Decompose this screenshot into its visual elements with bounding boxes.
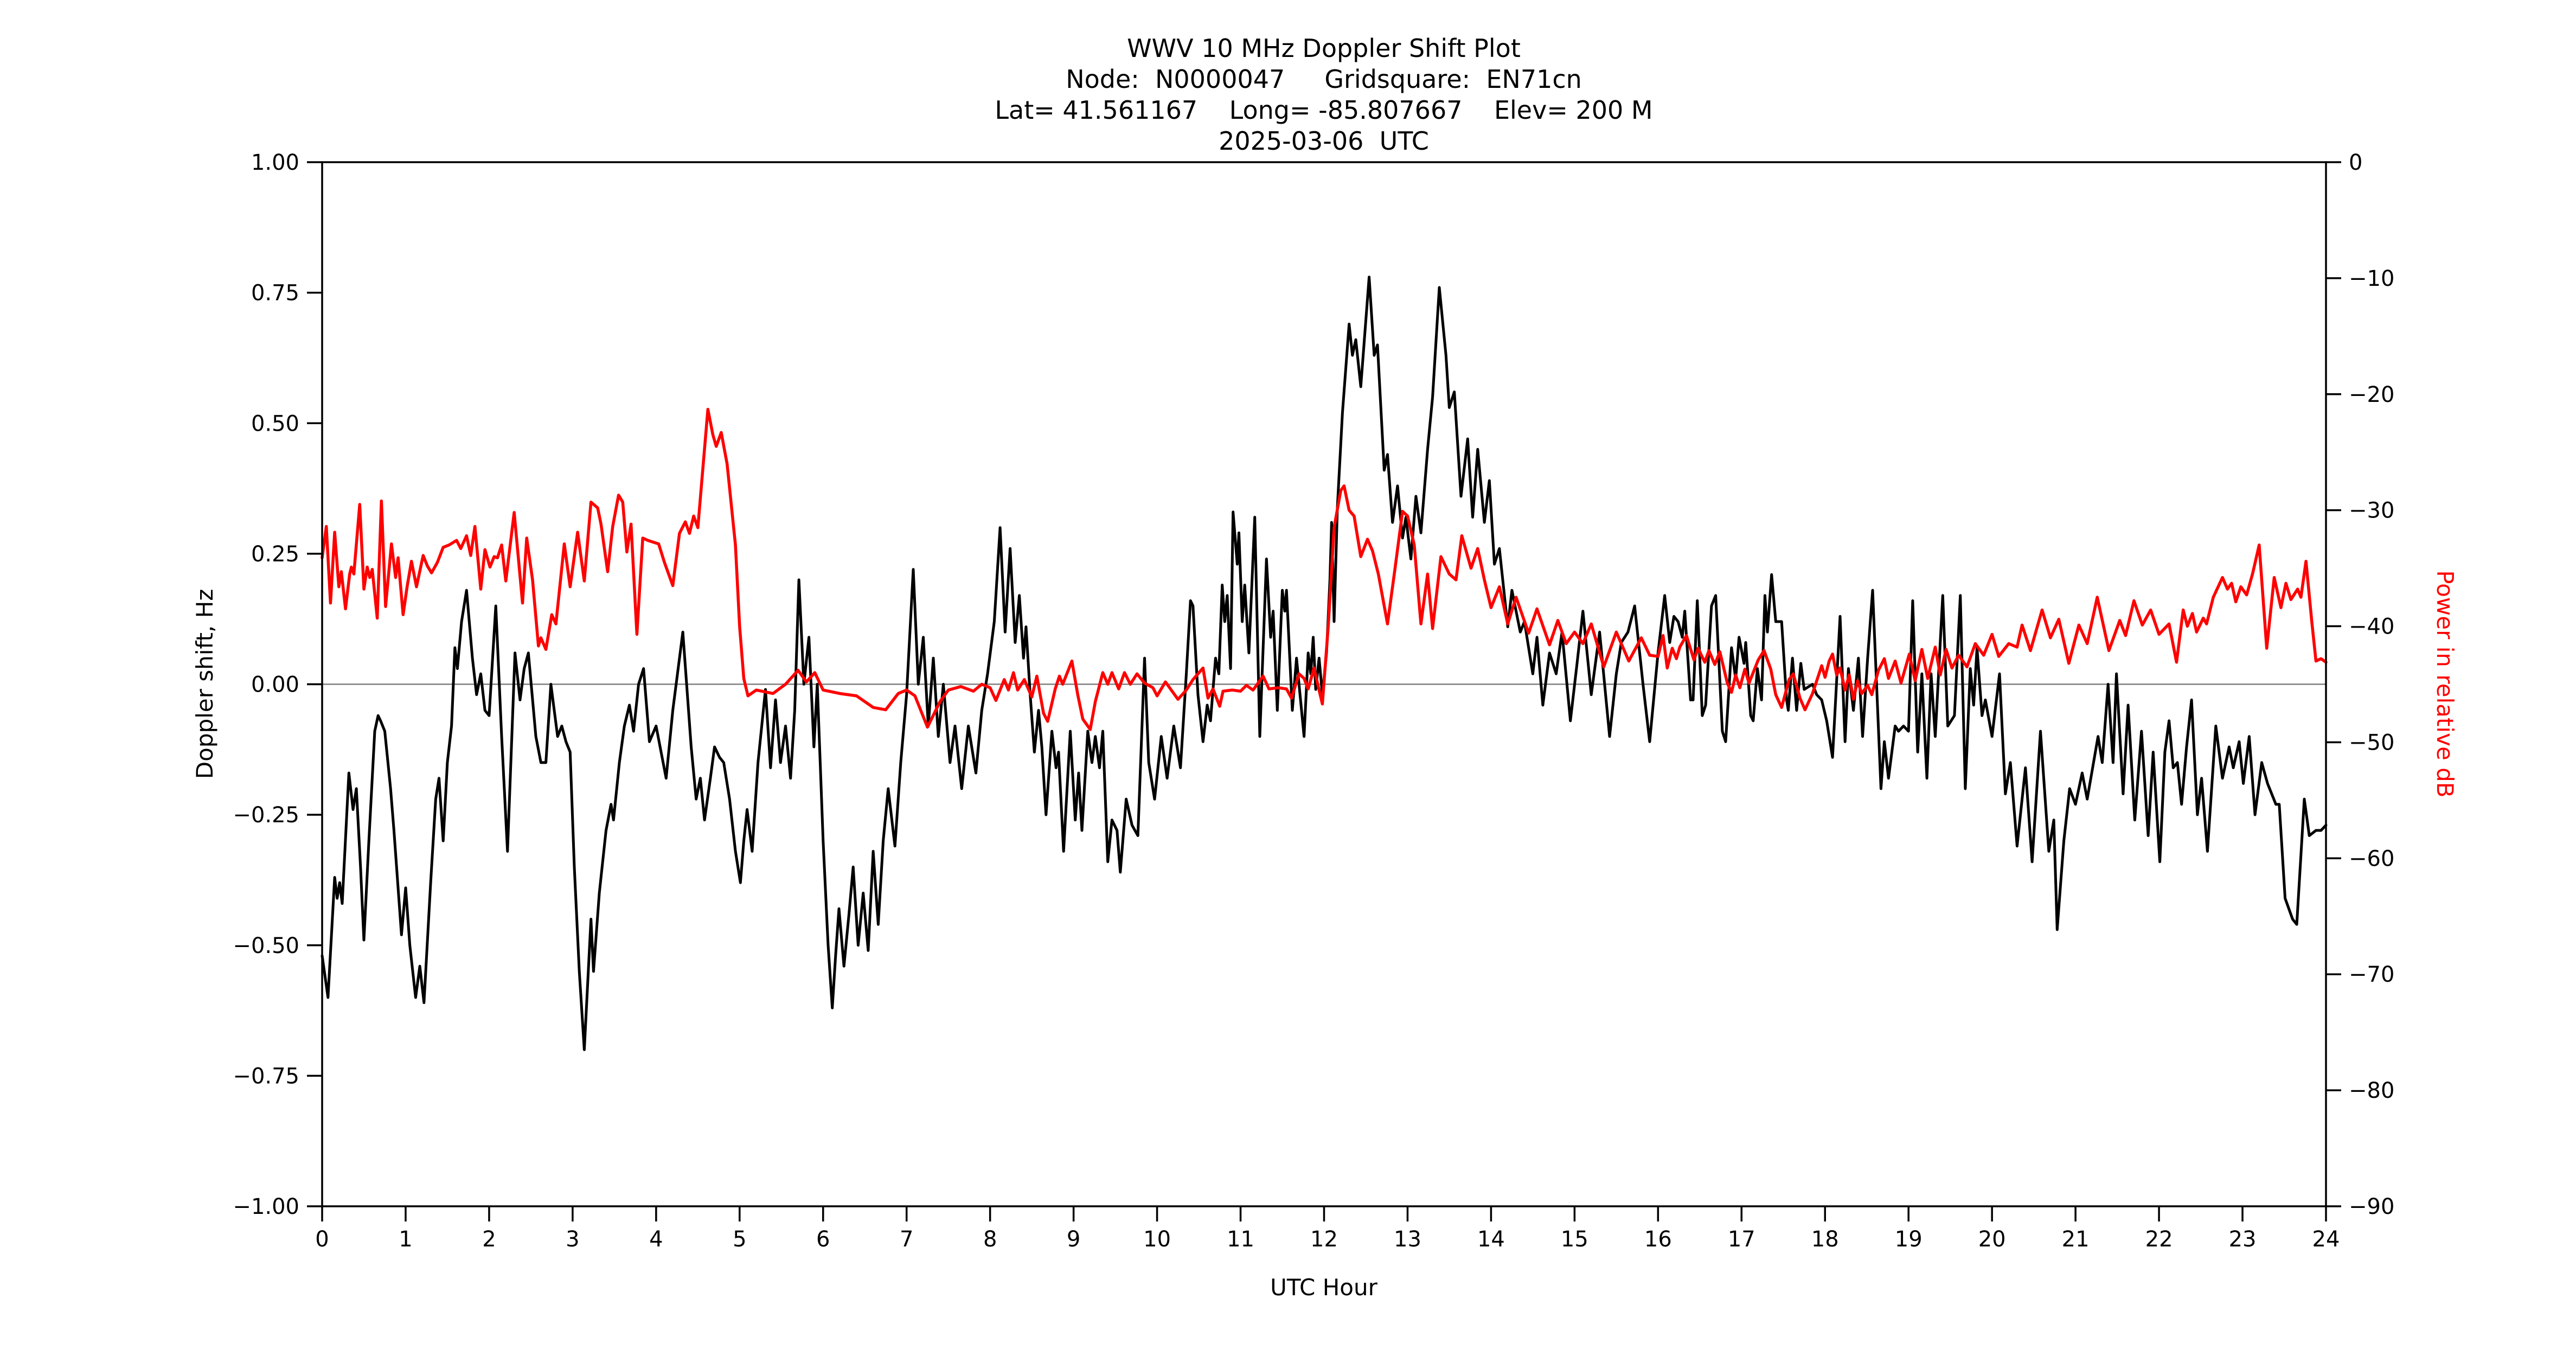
x-tick-label: 16 — [1644, 1227, 1672, 1252]
left-tick-label: 1.00 — [251, 150, 299, 175]
x-tick-label: 21 — [2062, 1227, 2090, 1252]
right-axis-label: Power in relative dB — [2432, 570, 2458, 797]
chart-subtitle-date: 2025-03-06 UTC — [1219, 126, 1429, 156]
left-axis-label: Doppler shift, Hz — [191, 589, 218, 779]
chart-subtitle-location: Lat= 41.561167 Long= -85.807667 Elev= 20… — [995, 95, 1652, 125]
x-tick-label: 14 — [1477, 1227, 1505, 1252]
x-tick-label: 22 — [2145, 1227, 2173, 1252]
x-tick-label: 11 — [1227, 1227, 1254, 1252]
doppler_shift_hz-curve — [321, 276, 2328, 1051]
x-tick-label: 15 — [1561, 1227, 1588, 1252]
right-tick-label: −80 — [2349, 1078, 2394, 1103]
left-tick-label: −0.25 — [233, 803, 299, 828]
x-tick-label: 5 — [733, 1227, 746, 1252]
x-tick-label: 19 — [1895, 1227, 1923, 1252]
chart-title: WWV 10 MHz Doppler Shift Plot — [1127, 34, 1521, 63]
axes-layer: 0 1 2 3 4 5 6 7 8 9 10 11 12 13 14 15 16 17 18 19 20 21 22 23 24… — [233, 150, 2394, 1252]
x-tick-label: 2 — [482, 1227, 496, 1252]
right-tick-label: −70 — [2349, 962, 2394, 987]
left-tick-label: 0.00 — [251, 673, 299, 698]
x-tick-label: 3 — [566, 1227, 579, 1252]
left-tick-label: 0.75 — [251, 281, 299, 306]
x-tick-label: 4 — [649, 1227, 663, 1252]
x-tick-label: 8 — [983, 1227, 997, 1252]
x-tick-label: 12 — [1310, 1227, 1338, 1252]
x-tick-label: 23 — [2229, 1227, 2257, 1252]
x-tick-label: 0 — [315, 1227, 329, 1252]
left-tick-label: −0.75 — [233, 1064, 299, 1089]
x-tick-label: 9 — [1067, 1227, 1080, 1252]
x-tick-label: 10 — [1143, 1227, 1171, 1252]
right-tick-label: −30 — [2349, 498, 2394, 523]
right-tick-label: −60 — [2349, 846, 2394, 871]
right-tick-label: −50 — [2349, 730, 2394, 755]
x-tick-label: 24 — [2312, 1227, 2340, 1252]
x-axis-label: UTC Hour — [1270, 1274, 1378, 1301]
right-tick-label: −20 — [2349, 382, 2394, 407]
x-tick-label: 17 — [1728, 1227, 1755, 1252]
x-tick-label: 13 — [1394, 1227, 1421, 1252]
left-tick-label: 0.50 — [251, 411, 299, 436]
left-tick-label: −1.00 — [233, 1194, 299, 1219]
x-tick-label: 20 — [1978, 1227, 2006, 1252]
right-tick-label: −90 — [2349, 1194, 2394, 1219]
left-tick-label: −0.50 — [233, 933, 299, 958]
left-tick-label: 0.25 — [251, 542, 299, 567]
x-tick-label: 1 — [399, 1227, 412, 1252]
power_relative_db-curve — [321, 407, 2328, 731]
chart-subtitle-node: Node: N0000047 Gridsquare: EN71cn — [1066, 65, 1582, 94]
right-tick-label: −10 — [2349, 266, 2394, 291]
x-tick-label: 6 — [816, 1227, 830, 1252]
right-tick-label: 0 — [2349, 150, 2362, 175]
right-tick-label: −40 — [2349, 615, 2394, 639]
x-tick-label: 18 — [1811, 1227, 1839, 1252]
series-layer — [321, 276, 2328, 1051]
x-tick-label: 7 — [900, 1227, 913, 1252]
